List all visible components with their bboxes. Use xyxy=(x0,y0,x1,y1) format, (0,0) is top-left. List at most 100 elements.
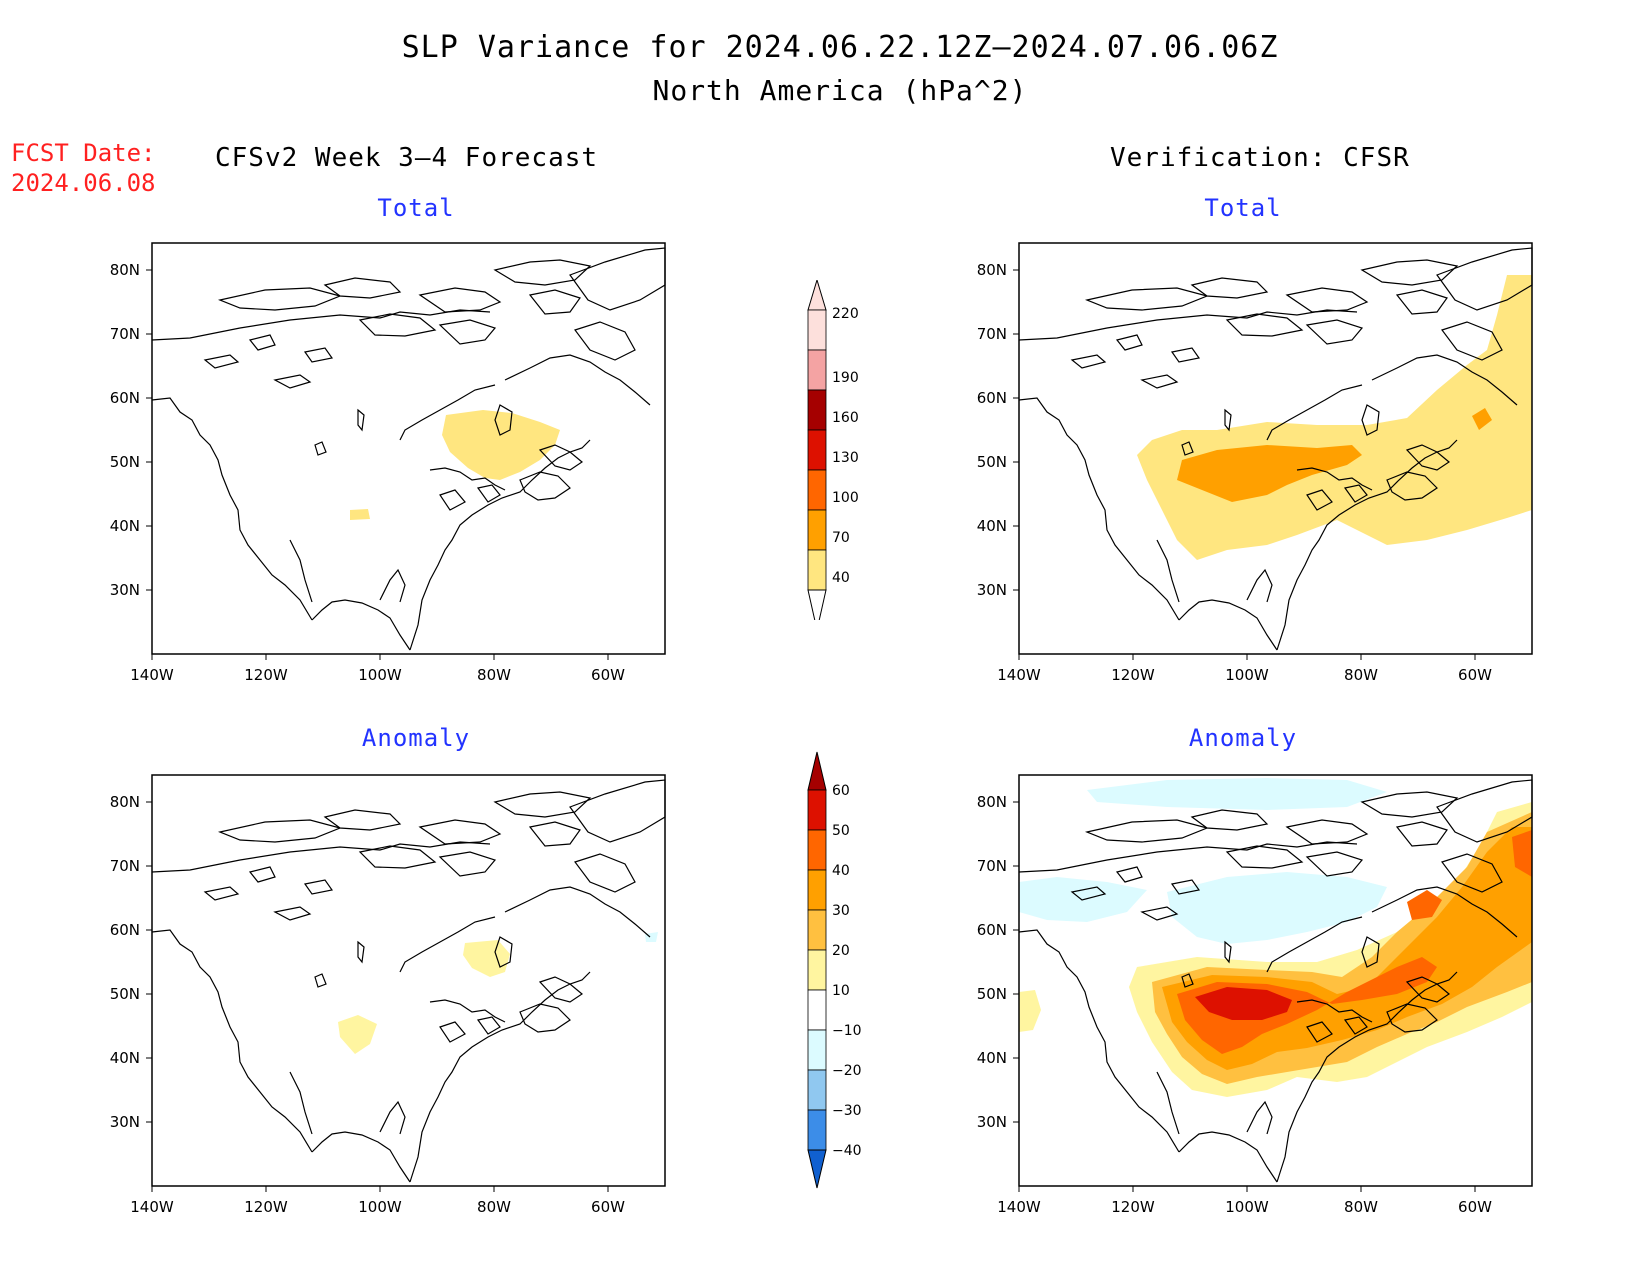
lat-label: 50N xyxy=(977,453,1007,471)
coastline-segment xyxy=(151,397,313,621)
coastline-segment xyxy=(311,1131,411,1183)
lon-label: 80W xyxy=(1344,1198,1378,1216)
coastline-segment xyxy=(1386,471,1438,501)
coastline-segment xyxy=(314,441,327,456)
lon-label: 120W xyxy=(244,666,288,684)
coastline-segment xyxy=(1386,1003,1438,1033)
lat-label: 80N xyxy=(977,261,1007,279)
arctic-island-outline xyxy=(1395,289,1448,315)
anom-neg10-arctic xyxy=(1087,778,1387,810)
lat-label: 40N xyxy=(977,1049,1007,1067)
lon-label: 80W xyxy=(1344,666,1378,684)
coastline-segment xyxy=(538,976,584,1003)
panel-title-verification-anomaly: Anomaly xyxy=(1188,724,1298,752)
lon-label: 100W xyxy=(358,1198,402,1216)
colorbar-segment xyxy=(807,1029,827,1071)
coastline-segment xyxy=(1306,489,1333,511)
coastline-segment xyxy=(289,1071,313,1135)
lon-label: 60W xyxy=(591,666,625,684)
arctic-island-outline xyxy=(569,247,666,311)
lon-label: 100W xyxy=(1225,666,1269,684)
coastline-segment xyxy=(439,1021,466,1043)
arctic-island-outline xyxy=(323,277,402,299)
lat-label: 30N xyxy=(977,1113,1007,1131)
coastline-segment xyxy=(1361,404,1380,436)
colorbar-segment xyxy=(807,909,827,951)
coastline-segment xyxy=(476,1016,501,1035)
arctic-island-outline xyxy=(438,319,497,345)
arctic-island-outline xyxy=(1285,287,1369,313)
colorbar-label: 10 xyxy=(832,983,850,999)
colorbar-segment xyxy=(807,549,827,591)
colorbar-label: 130 xyxy=(832,450,859,466)
arctic-island-outline xyxy=(1441,321,1503,361)
coastline-segment xyxy=(1156,539,1180,603)
coastline-segment xyxy=(1296,467,1373,491)
arctic-island-outline xyxy=(1084,287,1209,311)
lat-label: 30N xyxy=(110,581,140,599)
colorbar-label: −10 xyxy=(832,1023,862,1039)
colorbar-label: 40 xyxy=(832,570,850,586)
coastline-segment xyxy=(494,404,513,436)
colorbar-bottom-triangle xyxy=(807,589,827,620)
colorbar-label: 70 xyxy=(832,530,850,546)
colorbar-top-triangle xyxy=(807,751,827,791)
coastline-segment xyxy=(1306,1021,1333,1043)
arctic-island-outline xyxy=(1115,866,1143,883)
lat-label: 30N xyxy=(110,1113,140,1131)
map-forecast-total: 80N 70N 60N 50N 40N 30N 140W 120W 100W 80W 60W xyxy=(110,242,666,684)
lat-label: 80N xyxy=(110,261,140,279)
lon-label: 140W xyxy=(130,1198,174,1216)
arctic-island-outline xyxy=(493,259,592,286)
arctic-island-outline xyxy=(217,287,342,311)
colorbar-segment xyxy=(807,429,827,471)
arctic-island-outline xyxy=(1190,809,1269,831)
lon-label: 140W xyxy=(130,666,174,684)
coastline-segment xyxy=(1371,886,1518,938)
colorbar-segment xyxy=(807,869,827,911)
coastline-segment xyxy=(1343,484,1368,503)
arctic-island-outline xyxy=(438,851,497,877)
left-column-header: CFSv2 Week 3—4 Forecast xyxy=(215,143,599,173)
lat-label: 70N xyxy=(110,857,140,875)
colorbar-label: 40 xyxy=(832,863,850,879)
arctic-island-outline xyxy=(418,287,502,313)
colorbar-segment xyxy=(807,949,827,991)
map-frame xyxy=(1018,774,1533,1187)
coastline-segment xyxy=(1405,444,1451,471)
arctic-island-outline xyxy=(1140,374,1179,389)
lat-label: 60N xyxy=(977,921,1007,939)
arctic-island-outline xyxy=(1140,906,1179,921)
lon-label: 140W xyxy=(997,666,1041,684)
colorbar-total: 220 190 160 130 100 70 40 xyxy=(807,280,859,620)
coastline-segment xyxy=(1361,936,1380,968)
lat-label: 60N xyxy=(110,389,140,407)
coastline-segment xyxy=(439,489,466,511)
arctic-island-outline xyxy=(1170,879,1201,895)
arctic-island-outline xyxy=(1170,347,1201,363)
arctic-island-outline xyxy=(493,791,592,818)
colorbar-label: 60 xyxy=(832,783,850,799)
coastline-segment xyxy=(1296,999,1373,1023)
panel-title-verification-total: Total xyxy=(1204,194,1282,222)
coastline-segment xyxy=(429,999,506,1023)
coastline-segment xyxy=(1276,439,1458,651)
arctic-island-outline xyxy=(1305,851,1364,877)
arctic-island-outline xyxy=(574,853,636,893)
coastline-segment xyxy=(1018,397,1180,621)
arctic-island-outline xyxy=(248,866,276,883)
arctic-island-outline xyxy=(1190,277,1269,299)
lat-label: 30N xyxy=(977,581,1007,599)
coastline-segment xyxy=(289,539,313,603)
colorbar-label: 50 xyxy=(832,823,850,839)
lon-label: 60W xyxy=(1458,666,1492,684)
arctic-island-outline xyxy=(1115,334,1143,351)
lat-label: 70N xyxy=(110,325,140,343)
colorbar-label: −40 xyxy=(832,1143,862,1159)
coastline-segment xyxy=(1246,1100,1273,1135)
coastline-segment xyxy=(1224,940,1232,964)
lat-label: 40N xyxy=(110,517,140,535)
lat-label: 50N xyxy=(110,985,140,1003)
map-frame xyxy=(1018,242,1533,655)
colorbar-segment xyxy=(807,309,827,351)
